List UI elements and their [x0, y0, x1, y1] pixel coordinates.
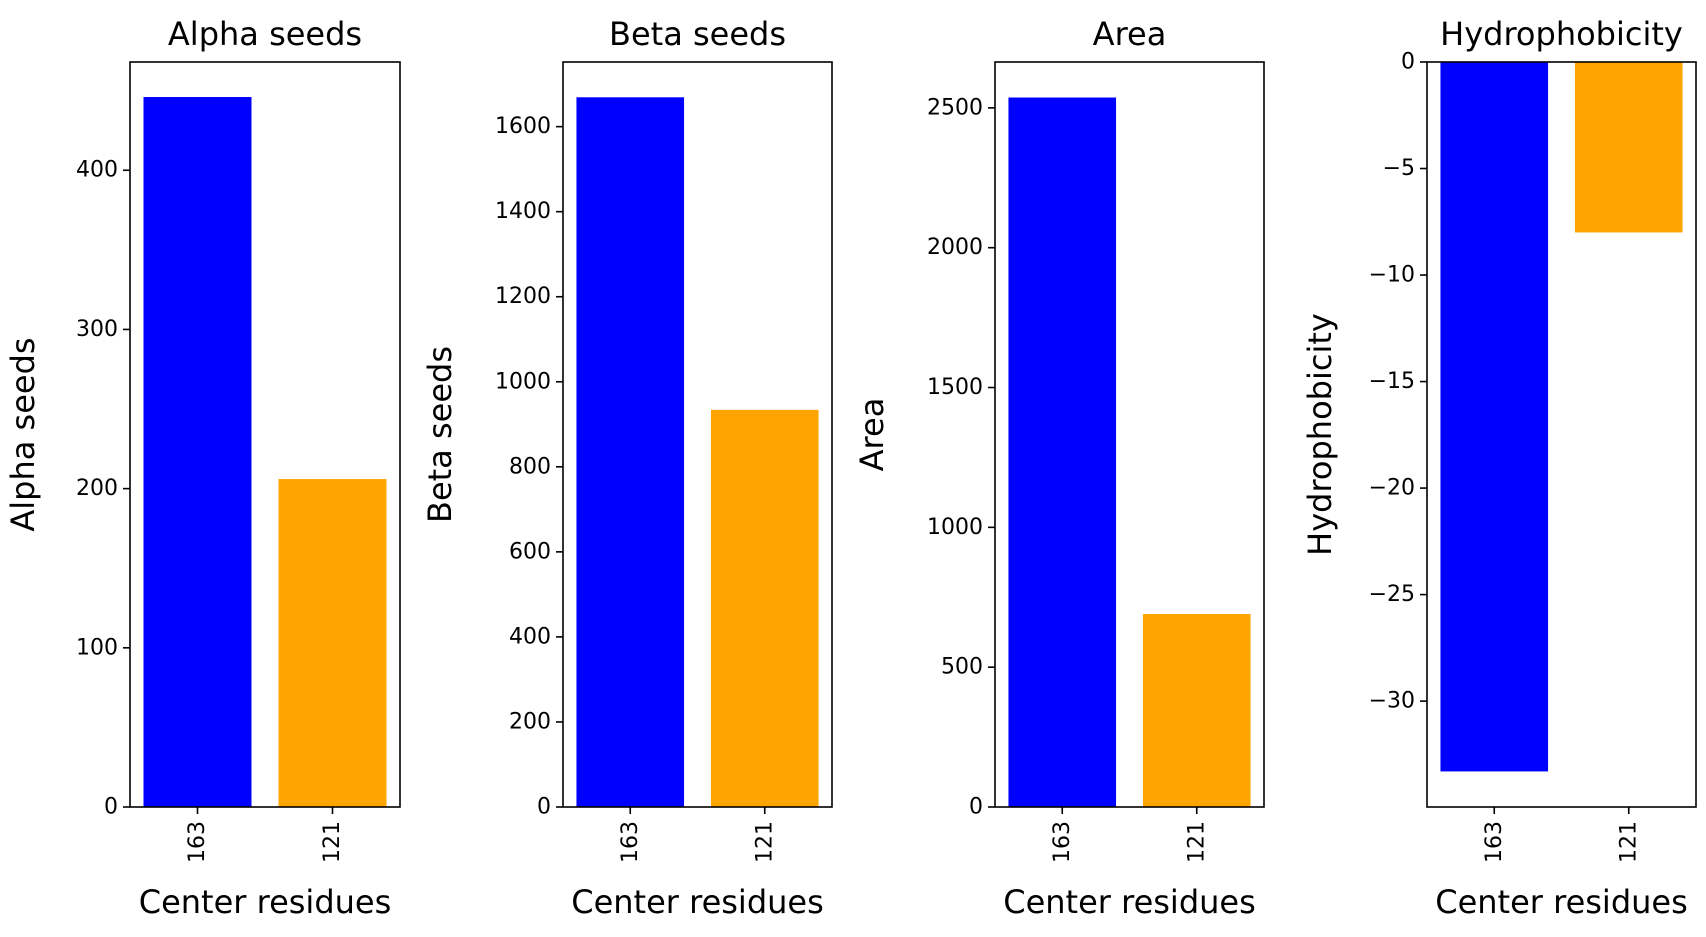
bar-hydrophobicity-163 [1440, 62, 1549, 772]
ytick-label-beta-seeds-6: 1200 [495, 284, 551, 309]
xtick-label-area-121: 121 [1184, 821, 1209, 863]
xtick-label-hydrophobicity-163: 163 [1482, 821, 1507, 863]
bar-beta-seeds-121 [710, 409, 819, 807]
subplot-title-alpha-seeds: Alpha seeds [168, 15, 362, 53]
xtick-label-alpha-seeds-121: 121 [320, 821, 345, 863]
subplot-alpha-seeds: 0 100 200 300 400 163 121 Alpha seeds Center res… [4, 15, 401, 921]
ytick-label-hydrophobicity-4: −20 [1369, 476, 1415, 501]
bar-alpha-seeds-121 [278, 479, 387, 807]
subplot-title-area: Area [1093, 15, 1167, 53]
y-axis-label-area: Area [853, 398, 891, 472]
xtick-label-beta-seeds-121: 121 [752, 821, 777, 863]
bar-beta-seeds-163 [576, 97, 685, 808]
bar-alpha-seeds-163 [143, 97, 252, 808]
ytick-label-area-5: 2500 [927, 95, 983, 120]
x-axis-label-area: Center residues [1003, 883, 1256, 921]
ytick-label-hydrophobicity-6: −30 [1369, 689, 1415, 714]
y-axis-label-beta-seeds: Beta seeds [421, 346, 459, 523]
ytick-label-beta-seeds-8: 1600 [495, 114, 551, 139]
subplot-hydrophobicity: 0 −5 −10 −15 −20 −25 −30 163 121 Hydrophobicity Ce… [1301, 15, 1697, 921]
ytick-label-beta-seeds-4: 800 [509, 454, 551, 479]
y-axis-label-hydrophobicity: Hydrophobicity [1301, 313, 1339, 556]
xtick-label-alpha-seeds-163: 163 [185, 821, 210, 863]
subplot-area: 0 500 1000 1500 2000 2500 163 121 Area Center res… [853, 15, 1265, 921]
xtick-label-area-163: 163 [1050, 821, 1075, 863]
ytick-label-beta-seeds-0: 0 [537, 795, 551, 820]
axes-frame-hydrophobicity [1426, 61, 1697, 808]
ytick-label-area-0: 0 [969, 795, 983, 820]
axes-frame-alpha-seeds [129, 61, 401, 808]
subplot-title-beta-seeds: Beta seeds [609, 15, 786, 53]
ytick-label-beta-seeds-2: 400 [509, 624, 551, 649]
x-axis-label-hydrophobicity: Center residues [1435, 883, 1688, 921]
ytick-label-alpha-seeds-2: 200 [76, 476, 118, 501]
ytick-label-alpha-seeds-3: 300 [76, 317, 118, 342]
subplot-title-hydrophobicity: Hydrophobicity [1440, 15, 1683, 53]
y-axis-label-alpha-seeds: Alpha seeds [4, 337, 42, 531]
bar-area-121 [1142, 614, 1251, 807]
ytick-label-hydrophobicity-2: −10 [1369, 263, 1415, 288]
ytick-label-alpha-seeds-0: 0 [104, 795, 118, 820]
ytick-label-hydrophobicity-3: −15 [1369, 369, 1415, 394]
ytick-label-area-3: 1500 [927, 375, 983, 400]
ytick-label-beta-seeds-1: 200 [509, 709, 551, 734]
ytick-label-hydrophobicity-1: −5 [1383, 156, 1415, 181]
bar-area-163 [1008, 97, 1117, 808]
subplot-beta-seeds: 0 200 400 600 800 1000 1200 1400 1600 163 121 Beta … [421, 15, 833, 921]
ytick-label-area-1: 500 [941, 655, 983, 680]
ytick-label-beta-seeds-3: 600 [509, 539, 551, 564]
ytick-label-beta-seeds-7: 1400 [495, 199, 551, 224]
ytick-label-hydrophobicity-5: −25 [1369, 582, 1415, 607]
ytick-label-alpha-seeds-1: 100 [76, 635, 118, 660]
x-axis-label-beta-seeds: Center residues [571, 883, 824, 921]
axes-frame-area [994, 61, 1265, 808]
ytick-label-hydrophobicity-0: 0 [1401, 50, 1415, 75]
ytick-label-beta-seeds-5: 1000 [495, 369, 551, 394]
xtick-label-beta-seeds-163: 163 [618, 821, 643, 863]
bar-hydrophobicity-121 [1574, 62, 1683, 233]
ytick-label-area-4: 2000 [927, 235, 983, 260]
xtick-label-hydrophobicity-121: 121 [1616, 821, 1641, 863]
axes-frame-beta-seeds [562, 61, 833, 808]
ytick-label-alpha-seeds-4: 400 [76, 158, 118, 183]
ytick-label-area-2: 1000 [927, 515, 983, 540]
x-axis-label-alpha-seeds: Center residues [139, 883, 392, 921]
